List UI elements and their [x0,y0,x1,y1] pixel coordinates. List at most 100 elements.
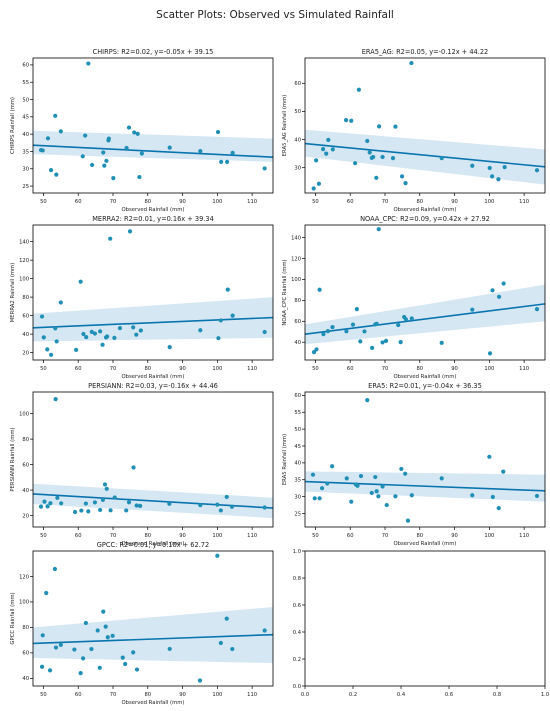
y-tick-label: 50 [22,97,29,103]
data-point [108,508,113,513]
data-point [311,186,316,191]
data-point [230,150,235,155]
x-tick-label: 60 [75,692,82,698]
y-tick-label: 80 [22,295,29,301]
x-tick-label: 80 [416,199,423,205]
data-point [352,161,358,166]
data-point [218,318,223,323]
data-point [324,151,329,156]
data-point [101,609,106,614]
y-tick-label: 120 [291,256,301,262]
data-point [326,137,331,142]
data-point [317,496,322,501]
data-point [487,351,493,356]
y-tick-label: 0.4 [293,630,302,636]
x-axis-label: Observed Rainfall (mm) [122,374,185,380]
data-point [102,482,108,487]
data-point [219,159,224,164]
x-tick-label: 80 [144,199,151,205]
x-tick-label: 0.4 [397,692,406,698]
regression-line [32,316,274,329]
data-point [48,352,54,357]
data-point [320,147,326,152]
data-point [380,154,385,160]
x-axis-label: Observed Rainfall (mm) [394,374,457,380]
data-point [369,490,374,496]
data-point [167,345,172,350]
data-point [496,294,502,299]
data-point [374,321,379,326]
data-point [134,667,140,672]
x-tick-label: 70 [382,366,389,372]
axes-frame [304,57,546,194]
y-axis-label: ERA5_AG Rainfall (mm) [282,95,288,157]
x-tick-label: 60 [75,366,82,372]
y-tick-label: 35 [294,478,301,484]
axes-frame [304,550,546,687]
figure-title: Scatter Plots: Observed vs Simulated Rai… [156,9,394,21]
x-tick-label: 50 [312,199,319,205]
panel-title: PERSIANN: R2=0.03, y=-0.16x + 44.46 [88,382,218,390]
y-tick-label: 60 [294,81,301,87]
data-point [490,494,495,500]
data-point [314,347,319,352]
y-tick-label: 100 [291,277,301,283]
data-point [350,322,356,327]
data-point [502,165,507,170]
data-point [108,236,113,241]
data-point [218,640,223,646]
data-point [52,566,58,572]
data-point [45,347,50,352]
x-tick-label: 0.0 [301,692,309,698]
x-tick-label: 50 [40,199,47,205]
data-point [167,646,172,652]
data-point [501,469,506,474]
data-point [325,481,330,486]
data-point [198,502,203,508]
data-point [59,501,64,506]
data-point [83,501,88,506]
data-point [105,635,110,640]
data-point [78,671,83,676]
x-tick-label: 80 [144,533,151,539]
data-point [534,307,540,312]
x-tick-label: 50 [40,692,47,698]
x-tick-label: 100 [212,366,222,372]
data-point [54,172,59,177]
y-tick-label: 100 [19,276,29,282]
x-tick-label: 100 [484,199,494,205]
y-axis-label: NOAA_CPC Rainfall (mm) [282,259,288,325]
data-point [92,331,98,336]
x-axis-label: Observed Rainfall (mm) [394,207,457,213]
data-point [112,335,117,341]
y-tick-label: 140 [291,235,301,241]
data-point [83,133,88,138]
data-point [374,489,379,494]
data-point [321,332,326,337]
data-point [224,616,229,621]
data-point [78,279,83,284]
x-tick-label: 70 [382,199,389,205]
y-tick-label: 60 [22,462,29,468]
x-tick-label: 90 [179,199,186,205]
x-tick-label: 90 [179,692,186,698]
regression-line [304,142,546,168]
data-point [38,504,44,509]
data-point [98,507,103,513]
x-axis-label: Observed Rainfall (mm) [394,541,457,547]
data-point [98,329,103,334]
data-point [262,628,267,633]
x-tick-label: 100 [212,533,222,539]
data-point [501,281,506,286]
y-tick-label: 140 [19,239,29,245]
x-tick-label: 80 [416,366,423,372]
data-point [89,329,94,334]
x-tick-label: 0.8 [493,692,501,698]
data-point [110,633,115,638]
data-point [356,87,362,92]
x-axis-label: Observed Rainfall (mm) [122,541,185,547]
panel-2: 50 60 70 80 90 100 110 30 40 50 60 ERA5_AG: R2=0.05… [282,48,546,213]
data-point [262,166,267,171]
data-point [262,505,267,510]
data-point [398,340,403,345]
